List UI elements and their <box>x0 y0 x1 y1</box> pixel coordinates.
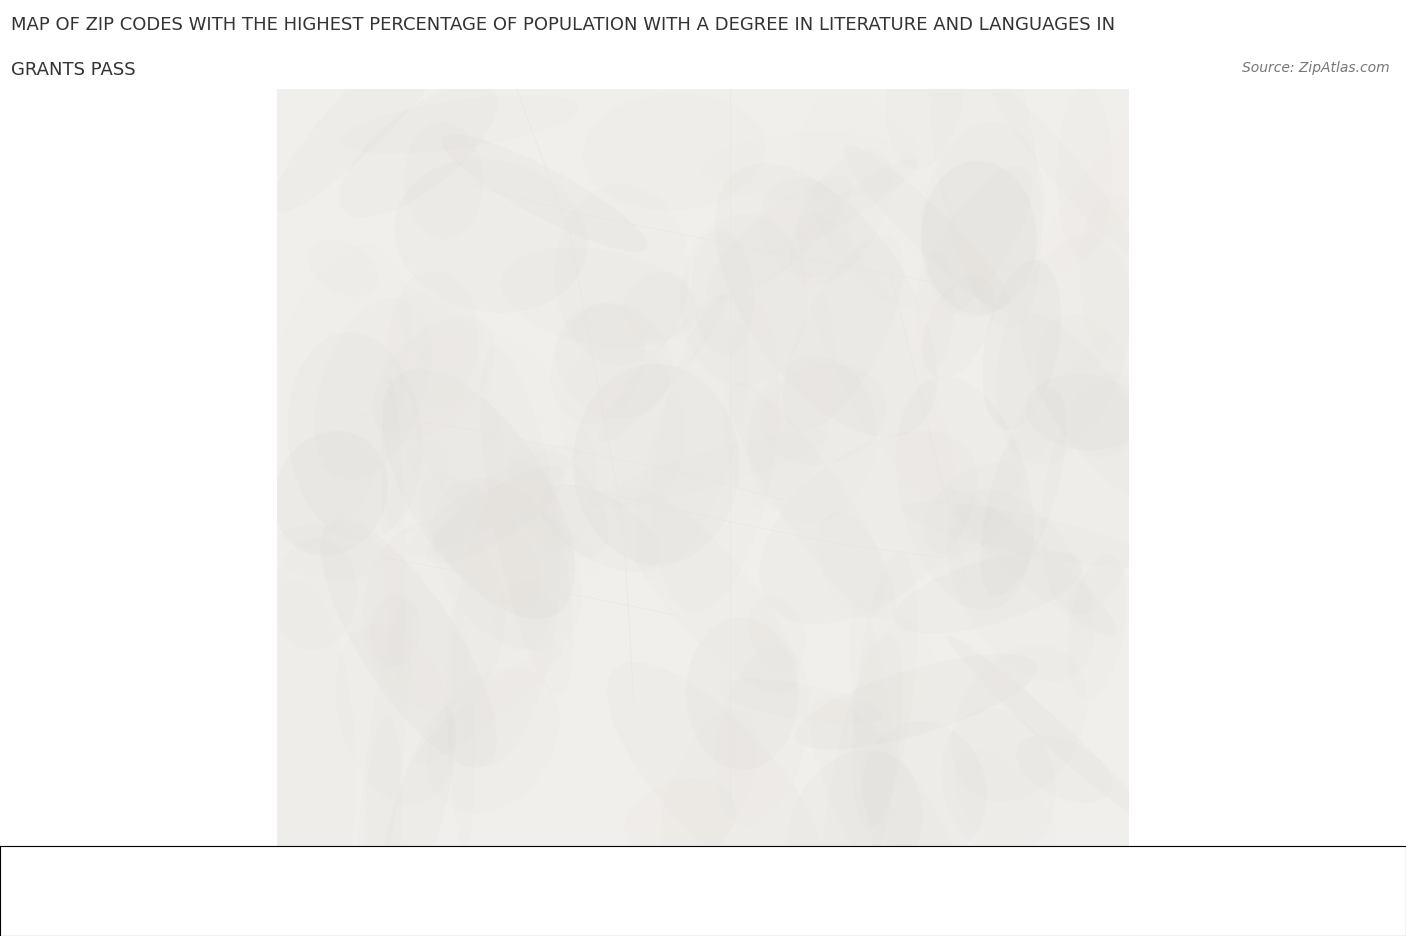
Ellipse shape <box>921 162 1036 315</box>
Ellipse shape <box>1057 88 1112 259</box>
Ellipse shape <box>561 340 685 507</box>
Ellipse shape <box>796 654 1038 750</box>
Ellipse shape <box>538 485 661 573</box>
Ellipse shape <box>941 709 1056 856</box>
Ellipse shape <box>426 466 565 564</box>
Ellipse shape <box>394 160 588 314</box>
Ellipse shape <box>508 443 609 558</box>
Ellipse shape <box>686 618 799 770</box>
Ellipse shape <box>339 83 498 218</box>
Ellipse shape <box>790 150 893 286</box>
Ellipse shape <box>339 95 579 154</box>
Ellipse shape <box>274 431 388 556</box>
Ellipse shape <box>844 146 1012 313</box>
Ellipse shape <box>903 502 1149 567</box>
Ellipse shape <box>851 598 901 899</box>
Ellipse shape <box>1029 61 1220 287</box>
Ellipse shape <box>1017 736 1112 803</box>
Ellipse shape <box>405 445 579 557</box>
Ellipse shape <box>582 94 766 212</box>
Text: GRANTS PASS: GRANTS PASS <box>11 61 136 80</box>
Ellipse shape <box>787 750 922 911</box>
Ellipse shape <box>896 377 1033 610</box>
Ellipse shape <box>382 370 575 620</box>
Ellipse shape <box>432 478 582 651</box>
Ellipse shape <box>928 0 1042 329</box>
Ellipse shape <box>886 21 965 170</box>
Ellipse shape <box>921 123 1045 318</box>
Ellipse shape <box>654 291 779 613</box>
Ellipse shape <box>270 525 385 580</box>
Ellipse shape <box>817 512 886 620</box>
Ellipse shape <box>714 164 938 438</box>
Ellipse shape <box>551 304 645 425</box>
Ellipse shape <box>952 645 1087 802</box>
Ellipse shape <box>706 177 852 301</box>
Ellipse shape <box>748 357 877 524</box>
Ellipse shape <box>716 645 810 826</box>
Ellipse shape <box>862 722 987 860</box>
Ellipse shape <box>624 779 737 864</box>
Ellipse shape <box>980 388 1067 596</box>
Ellipse shape <box>915 251 955 368</box>
Ellipse shape <box>271 0 475 212</box>
Ellipse shape <box>943 489 1116 636</box>
Ellipse shape <box>623 272 693 342</box>
Text: MAP OF ZIP CODES WITH THE HIGHEST PERCENTAGE OF POPULATION WITH A DEGREE IN LITE: MAP OF ZIP CODES WITH THE HIGHEST PERCEN… <box>11 16 1115 34</box>
Ellipse shape <box>946 490 1095 682</box>
Ellipse shape <box>321 519 496 768</box>
Ellipse shape <box>759 431 977 624</box>
Ellipse shape <box>554 184 689 366</box>
Ellipse shape <box>661 710 756 869</box>
Ellipse shape <box>991 84 1137 256</box>
Ellipse shape <box>1019 314 1160 502</box>
Ellipse shape <box>713 679 882 724</box>
Ellipse shape <box>810 696 984 936</box>
Ellipse shape <box>702 134 918 201</box>
Ellipse shape <box>797 214 955 505</box>
Ellipse shape <box>799 96 960 311</box>
Ellipse shape <box>730 383 896 622</box>
Ellipse shape <box>273 539 357 651</box>
Ellipse shape <box>574 364 740 565</box>
Ellipse shape <box>426 667 560 813</box>
Ellipse shape <box>607 663 824 891</box>
Ellipse shape <box>588 431 830 509</box>
Ellipse shape <box>315 299 432 481</box>
Ellipse shape <box>852 554 918 829</box>
Ellipse shape <box>373 707 456 936</box>
Ellipse shape <box>692 230 754 357</box>
Ellipse shape <box>599 295 727 443</box>
Ellipse shape <box>820 636 903 936</box>
Ellipse shape <box>681 214 808 387</box>
Ellipse shape <box>288 332 423 541</box>
Ellipse shape <box>373 317 495 442</box>
Ellipse shape <box>1025 374 1144 450</box>
Ellipse shape <box>983 260 1062 430</box>
Ellipse shape <box>479 346 574 695</box>
Ellipse shape <box>441 135 648 253</box>
Ellipse shape <box>1080 194 1149 362</box>
Ellipse shape <box>797 160 917 241</box>
Ellipse shape <box>995 235 1132 464</box>
Ellipse shape <box>922 275 994 379</box>
Ellipse shape <box>249 578 356 928</box>
Text: Source: ZipAtlas.com: Source: ZipAtlas.com <box>1241 61 1389 75</box>
Ellipse shape <box>381 377 406 681</box>
Ellipse shape <box>555 303 672 418</box>
Ellipse shape <box>614 488 797 694</box>
Ellipse shape <box>759 178 849 279</box>
Ellipse shape <box>415 645 562 764</box>
Ellipse shape <box>748 595 806 672</box>
Ellipse shape <box>948 636 1156 828</box>
Ellipse shape <box>404 123 484 241</box>
Ellipse shape <box>894 551 1083 634</box>
